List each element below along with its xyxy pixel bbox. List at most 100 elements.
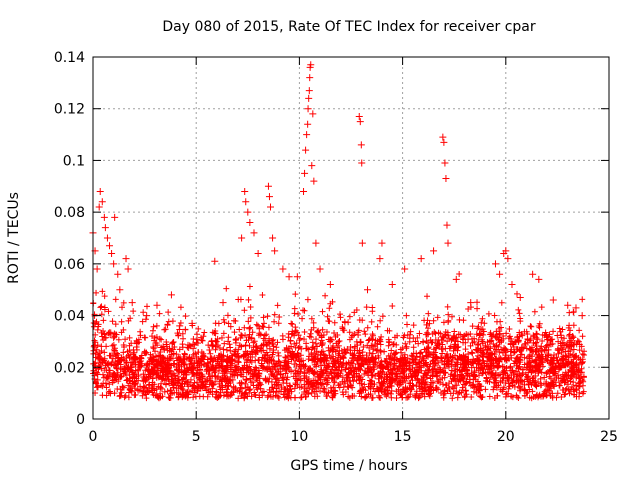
data-point (304, 105, 312, 113)
data-point (176, 322, 184, 330)
y-tick-label: 0 (76, 412, 85, 428)
data-point (564, 301, 572, 309)
data-point (116, 286, 124, 294)
data-point (316, 265, 324, 273)
data-point (301, 169, 309, 177)
data-point (241, 187, 249, 195)
data-point (310, 177, 318, 185)
data-point (238, 234, 246, 242)
data-point (302, 146, 310, 154)
data-point (100, 213, 108, 221)
data-point (293, 273, 301, 281)
x-tick-label: 20 (497, 429, 515, 445)
data-point (254, 250, 262, 258)
x-tick-label: 10 (290, 429, 308, 445)
data-point (442, 175, 450, 183)
data-point (124, 265, 132, 273)
data-point (103, 234, 111, 242)
data-point (264, 182, 272, 190)
data-point (108, 250, 116, 258)
data-point (502, 247, 510, 255)
data-point (265, 193, 273, 201)
y-tick-label: 0.06 (54, 257, 85, 273)
data-point (143, 312, 151, 320)
data-point (326, 281, 334, 289)
x-tick-label: 5 (192, 429, 201, 445)
data-point (529, 270, 537, 278)
data-cloud (90, 271, 588, 402)
y-tick-label: 0.1 (63, 153, 85, 169)
data-point (188, 319, 196, 327)
data-point (312, 239, 320, 247)
data-point (357, 141, 365, 149)
data-point (98, 198, 106, 206)
data-point (401, 265, 409, 273)
data-point (504, 255, 512, 263)
data-point (250, 229, 258, 237)
data-point (355, 112, 363, 120)
data-point (508, 281, 516, 289)
data-point (444, 239, 452, 247)
chart-title: Day 080 of 2015, Rate Of TEC Index for r… (162, 19, 536, 35)
data-point (549, 296, 557, 304)
plot-frame (92, 56, 610, 420)
data-point (167, 291, 175, 299)
data-point (516, 293, 524, 301)
data-point (417, 255, 425, 263)
data-point (364, 286, 372, 294)
data-point (572, 304, 580, 312)
data-point (93, 265, 101, 273)
data-point (491, 260, 499, 268)
data-point (128, 299, 136, 307)
data-point (110, 260, 118, 268)
data-point (439, 133, 447, 141)
data-point (378, 239, 386, 247)
x-tick-label: 25 (600, 429, 618, 445)
data-point (122, 255, 130, 263)
data-point (95, 203, 103, 211)
data-point (271, 247, 279, 255)
data-point (269, 234, 277, 242)
data-point (578, 312, 586, 320)
y-tick-label: 0.14 (54, 50, 85, 66)
data-point (376, 255, 384, 263)
data-point (219, 299, 227, 307)
data-point (267, 203, 275, 211)
data-point (304, 120, 312, 128)
data-point (305, 87, 313, 95)
x-tick-label: 0 (89, 429, 98, 445)
data-point (358, 159, 366, 167)
data-point (96, 187, 104, 195)
y-tick-label: 0.12 (54, 102, 85, 118)
data-point (279, 265, 287, 273)
data-point (358, 239, 366, 247)
grid-lines (93, 57, 609, 419)
data-point (441, 159, 449, 167)
data-point (153, 301, 161, 309)
data-point (430, 247, 438, 255)
data-point (467, 299, 475, 307)
data-point (535, 275, 543, 283)
data-point (242, 198, 250, 206)
data-point (306, 74, 314, 82)
data-point (111, 213, 119, 221)
data-point (246, 218, 254, 226)
y-tick-label: 0.04 (54, 309, 85, 325)
data-point (309, 110, 317, 118)
x-axis-label: GPS time / hours (290, 458, 407, 474)
axis-ticks: 0 0.02 0.04 0.06 0.08 0.1 0.12 0.14 0 5 10 15 20 25 (54, 50, 618, 445)
data-point (285, 273, 293, 281)
y-axis-label: ROTI / TECUs (6, 192, 22, 284)
data-point (300, 187, 308, 195)
x-tick-label: 15 (394, 429, 412, 445)
data-point (440, 138, 448, 146)
y-tick-label: 0.08 (54, 205, 85, 221)
data-point (114, 270, 122, 278)
data-point (211, 257, 219, 265)
data-point (303, 131, 311, 139)
data-point (452, 275, 460, 283)
data-point (106, 242, 114, 250)
data-point (307, 61, 315, 69)
